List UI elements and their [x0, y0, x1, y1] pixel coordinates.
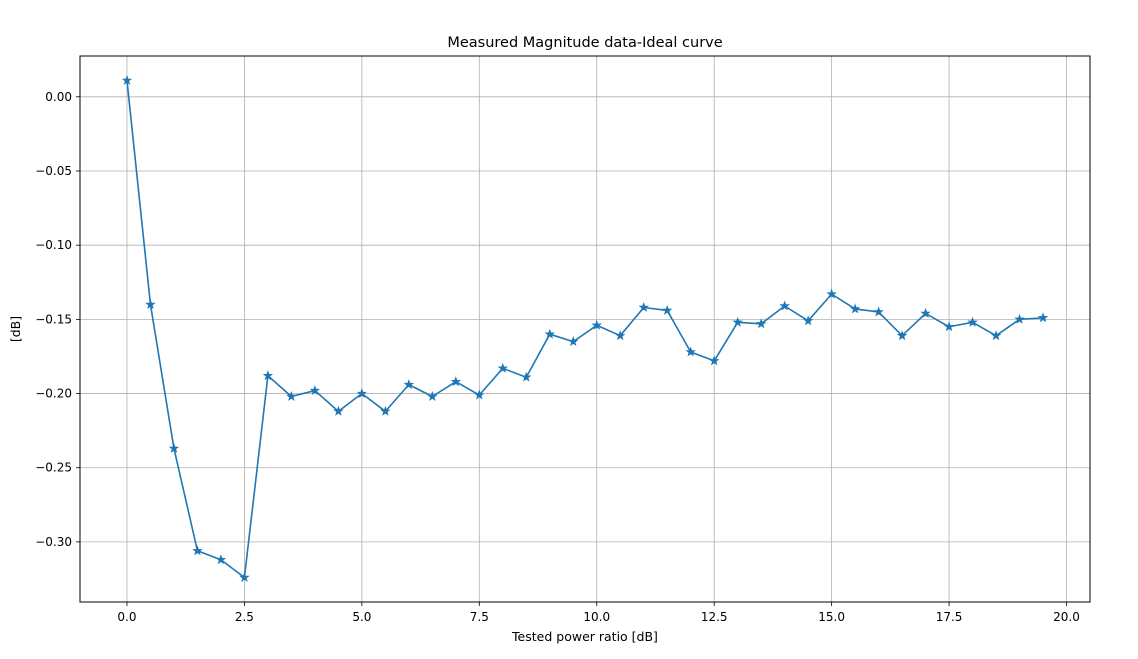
data-point-star — [333, 405, 344, 416]
data-point-star — [591, 319, 602, 330]
data-point-star — [215, 554, 227, 565]
data-point-star — [849, 303, 861, 314]
x-tick-label: 2.5 — [235, 610, 254, 624]
y-tick-label: −0.20 — [35, 387, 72, 401]
y-tick-label: −0.10 — [35, 238, 72, 252]
data-point-star — [145, 299, 156, 309]
x-tick-label: 7.5 — [470, 610, 489, 624]
data-point-star — [286, 391, 297, 401]
data-point-star — [497, 362, 509, 373]
y-tick-label: 0.00 — [45, 90, 72, 104]
data-point-star — [380, 405, 391, 416]
y-tick-label: −0.05 — [35, 164, 72, 178]
chart-title: Measured Magnitude data-Ideal curve — [447, 35, 722, 51]
data-point-star — [262, 370, 274, 381]
data-point-star — [802, 315, 814, 326]
data-point-star — [356, 388, 368, 398]
series-line — [126, 80, 1044, 579]
data-point-star — [403, 379, 415, 390]
x-tick-label: 15.0 — [818, 610, 845, 624]
plot-frame — [79, 55, 1091, 603]
grid-lines — [80, 56, 1090, 602]
data-point-star — [873, 306, 884, 317]
data-point-star — [427, 391, 438, 401]
x-tick-label: 17.5 — [936, 610, 963, 624]
data-point-star — [121, 75, 133, 85]
data-point-star — [1037, 312, 1049, 323]
data-point-star — [896, 330, 908, 341]
axis-ticks: 0.0 2.5 5.0 7.5 10.0 12.5 15.0 17.5 20.0 0.00 −0.0… — [35, 90, 1080, 624]
y-tick-label: −0.30 — [35, 535, 72, 549]
data-point-star — [708, 355, 720, 366]
data-point-star — [474, 389, 485, 400]
data-point-star — [1014, 313, 1025, 324]
x-tick-label: 5.0 — [352, 610, 371, 624]
y-axis-label: [dB] — [8, 316, 23, 342]
data-point-star — [168, 442, 180, 453]
data-point-star — [239, 572, 250, 582]
data-point-star — [450, 376, 462, 387]
data-point-star — [544, 328, 555, 339]
x-axis-label: Tested power ratio [dB] — [511, 629, 658, 644]
x-tick-label: 10.0 — [583, 610, 610, 624]
data-point-star — [943, 321, 955, 332]
data-point-star — [521, 371, 532, 382]
data-point-star — [826, 288, 837, 299]
data-point-star — [661, 304, 673, 315]
y-tick-label: −0.25 — [35, 461, 72, 475]
data-point-star — [779, 300, 790, 311]
x-tick-label: 12.5 — [701, 610, 728, 624]
series-layer — [121, 75, 1049, 582]
data-point-star — [990, 330, 1002, 341]
data-point-star — [755, 318, 767, 329]
x-tick-label: 20.0 — [1053, 610, 1080, 624]
data-point-star — [967, 316, 978, 327]
y-tick-label: −0.15 — [35, 312, 72, 326]
data-point-star — [568, 336, 579, 347]
data-point-star — [192, 545, 203, 556]
data-point-star — [732, 316, 743, 327]
data-point-star — [615, 330, 626, 341]
x-tick-label: 0.0 — [117, 610, 136, 624]
data-point-star — [638, 302, 649, 312]
data-point-star — [685, 346, 696, 357]
data-point-star — [309, 385, 321, 395]
data-point-star — [920, 307, 931, 318]
